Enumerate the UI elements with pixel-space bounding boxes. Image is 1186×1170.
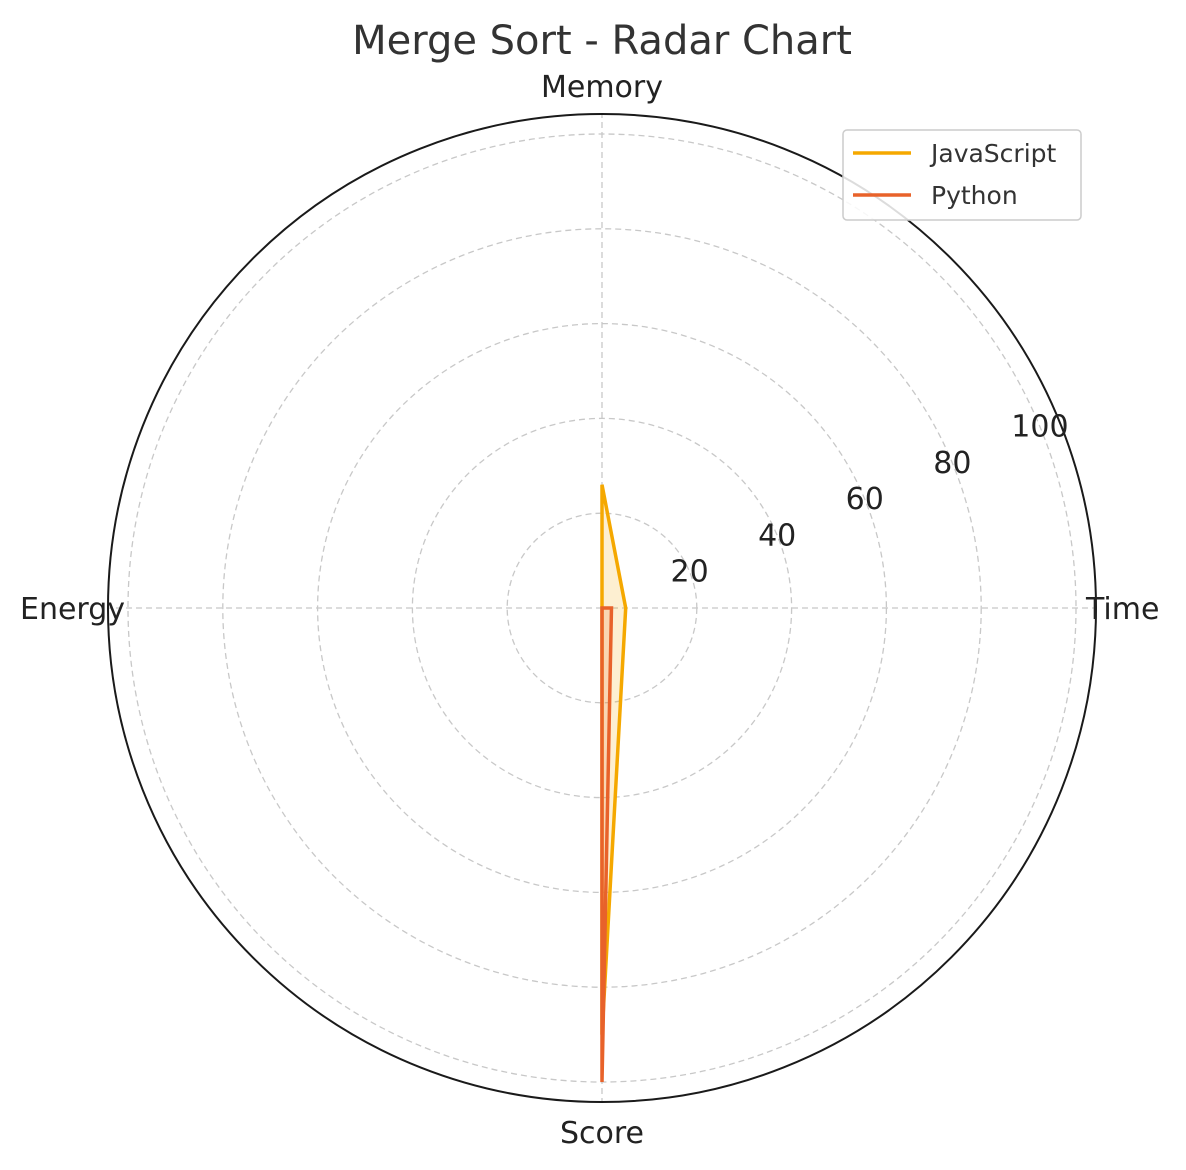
r-tick-label-40: 40 (758, 518, 796, 553)
legend: JavaScript Python (842, 129, 1082, 221)
label-layer: 20 40 60 80 100 Time Memory Energy Score (20, 70, 1159, 1151)
legend-label-python: Python (931, 181, 1018, 210)
axis-label-time: Time (1085, 592, 1159, 627)
axis-label-energy: Energy (20, 592, 125, 627)
legend-label-javascript: JavaScript (929, 139, 1057, 168)
series-line-python (600, 606, 614, 1083)
outer-frame (107, 113, 1097, 1103)
r-tick-label-100: 100 (1011, 410, 1068, 445)
r-tick-label-80: 80 (933, 446, 971, 481)
axis-label-memory: Memory (541, 70, 663, 105)
r-tick-label-60: 60 (846, 482, 884, 517)
chart-title: Merge Sort - Radar Chart (352, 18, 852, 64)
axis-label-score: Score (560, 1116, 644, 1151)
r-tick-label-20: 20 (670, 555, 708, 590)
grid-ring-40 (411, 417, 793, 799)
series-layer (600, 484, 628, 1083)
